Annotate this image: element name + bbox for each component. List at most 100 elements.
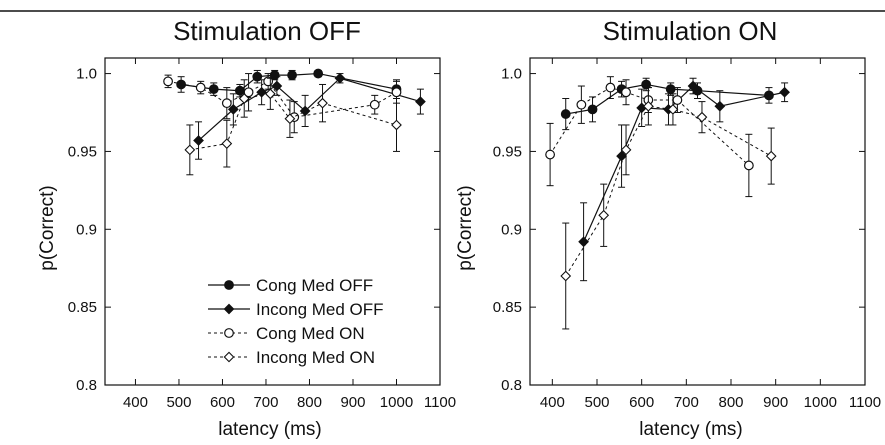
data-point [576,99,587,110]
data-point [284,113,296,125]
x-tick-label: 500 [584,394,609,411]
x-tick-label: 900 [763,394,788,411]
data-point [176,79,187,90]
data-point [578,236,589,248]
series-line [583,85,785,242]
plot-frame [104,57,441,386]
panel-title: Stimulation ON [603,16,778,46]
x-tick-label: 1000 [380,394,413,411]
legend: Cong Med OFF Incong Med OFF Cong Med ON Inc… [208,276,384,367]
data-point [779,86,790,98]
series-cong-med-on [545,76,754,198]
y-tick-label: 0.8 [501,377,522,394]
data-point [195,82,206,93]
y-tick-label: 0.85 [493,299,522,316]
data-point [620,144,632,156]
x-tick-label: 700 [253,394,278,411]
x-axis-label: latency (ms) [218,419,321,440]
plot-frame [529,57,866,386]
x-tick-label: 500 [166,394,191,411]
series-cong-med-off [560,77,774,131]
x-tick-label: 600 [210,394,235,411]
data-point [687,80,699,92]
data-point [642,100,654,112]
data-point [641,79,652,90]
data-point [317,97,328,109]
data-point [227,104,239,115]
data-point [560,109,571,119]
series-incong-med-on [184,77,402,176]
data-point [616,150,627,162]
data-point [238,93,250,104]
data-point [605,82,616,93]
series-line [167,80,397,118]
y-tick-label: 0.8 [76,377,97,394]
data-point [193,135,204,146]
y-tick-label: 0.95 [493,143,522,160]
x-tick-label: 900 [340,394,365,411]
data-point [667,104,679,115]
data-point [415,96,426,107]
series-cong-med-off [176,68,402,99]
x-tick-label: 600 [629,394,654,411]
legend-marker [223,303,235,315]
panel-stimulation-off: Stimulation OFF p(Correct) latency (ms) … [37,16,456,440]
y-tick-label: 0.9 [501,221,522,238]
data-point [256,86,268,98]
series-incong-med-on [560,87,777,330]
data-point [252,71,263,82]
data-point [696,111,708,123]
y-tick-label: 1.0 [501,66,522,83]
y-axis-label: p(Correct) [37,185,58,271]
x-tick-label: 1000 [804,394,837,411]
data-point [391,87,402,98]
x-axis-label: latency (ms) [639,419,742,440]
legend-label: Cong Med OFF [256,276,373,295]
data-point [287,70,297,81]
x-tick-label: 1100 [424,394,456,411]
data-point [184,144,196,156]
data-point [264,88,276,100]
x-tick-label: 1100 [849,394,881,411]
data-point [221,98,232,109]
x-tick-label: 800 [297,394,322,411]
data-point [271,80,283,92]
x-tick-label: 400 [540,394,565,411]
data-point [299,105,311,117]
y-axis-label: p(Correct) [455,185,476,271]
data-point [163,76,173,87]
data-point [369,99,380,110]
x-tick-label: 700 [674,394,699,411]
data-point [545,149,555,160]
legend-marker [224,280,234,290]
panel-title: Stimulation OFF [173,16,361,46]
data-point [714,100,726,112]
y-tick-label: 0.95 [68,143,97,160]
data-point [234,85,245,96]
data-point [391,119,402,131]
data-point [621,87,631,98]
data-point [334,72,346,84]
panel-stimulation-on: Stimulation ON p(Correct) latency (ms) 4… [455,16,881,440]
legend-marker [223,351,235,363]
y-tick-label: 0.85 [68,299,97,316]
legend-label: Incong Med ON [256,348,375,367]
data-point [208,84,219,95]
legend-marker [224,328,234,338]
y-tick-label: 0.9 [76,221,97,238]
x-tick-label: 400 [123,394,148,411]
data-point [598,209,610,221]
legend-label: Cong Med ON [256,324,365,343]
data-point [560,270,572,282]
series-line [565,105,772,277]
data-point [672,95,683,105]
data-point [221,138,233,150]
data-point [665,84,676,95]
data-point [587,104,598,115]
series-incong-med-off [193,72,426,160]
x-tick-label: 800 [718,394,743,411]
legend-label: Incong Med OFF [256,300,384,319]
y-tick-label: 1.0 [76,66,97,83]
data-point [743,160,754,171]
